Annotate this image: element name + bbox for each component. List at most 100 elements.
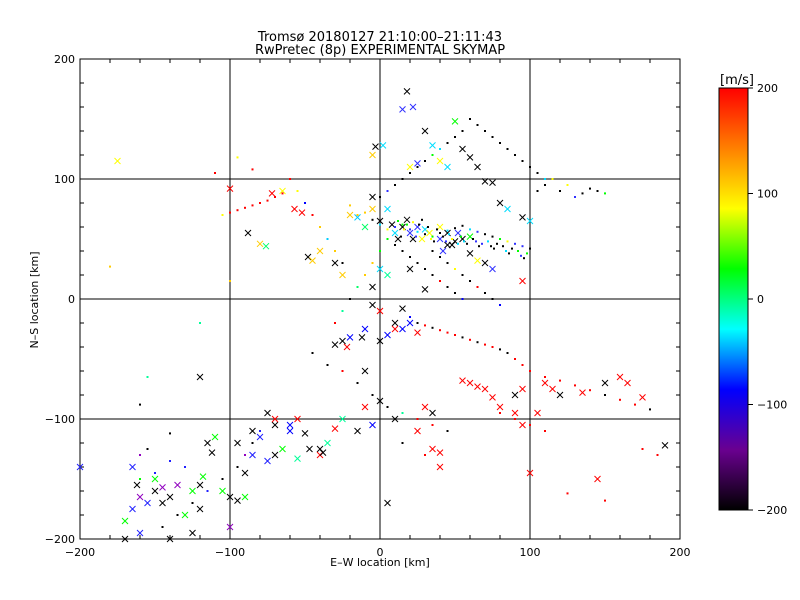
data-point-x xyxy=(436,157,444,165)
data-point-dot xyxy=(154,472,156,474)
data-point-x xyxy=(556,391,564,399)
data-point-x xyxy=(324,439,331,447)
data-point-dot xyxy=(649,408,651,411)
data-point-dot xyxy=(206,490,209,492)
data-point-x xyxy=(444,163,451,171)
data-point-dot xyxy=(244,454,246,456)
data-points xyxy=(76,88,669,543)
data-point-dot xyxy=(401,250,404,252)
data-point-x xyxy=(159,499,166,507)
data-point-x xyxy=(181,511,189,519)
data-point-dot xyxy=(418,223,420,226)
data-point-dot xyxy=(259,202,261,204)
data-point-dot xyxy=(416,262,419,264)
data-point-x xyxy=(496,403,504,411)
data-point-x xyxy=(234,439,241,447)
data-point-x xyxy=(391,415,399,423)
data-point-x xyxy=(466,154,474,161)
data-point-x xyxy=(594,475,601,483)
data-point-x xyxy=(234,497,241,504)
data-point-x xyxy=(226,185,234,192)
data-point-dot xyxy=(521,160,524,162)
data-point-x xyxy=(358,334,366,341)
data-point-x xyxy=(526,469,534,477)
data-point-x xyxy=(121,517,129,525)
data-point-x xyxy=(133,481,141,489)
data-point-x xyxy=(429,445,436,453)
x-tick-label: −200 xyxy=(65,546,95,559)
data-point-dot xyxy=(461,274,464,276)
data-point-dot xyxy=(406,223,408,226)
data-point-dot xyxy=(446,229,449,232)
data-point-dot xyxy=(544,376,546,378)
data-point-x xyxy=(339,271,346,279)
data-point-x xyxy=(249,451,256,459)
data-point-dot xyxy=(439,148,441,150)
data-point-dot xyxy=(499,348,501,351)
data-point-dot xyxy=(415,235,417,238)
data-point-x xyxy=(331,425,339,432)
data-point-dot xyxy=(469,280,471,282)
data-point-dot xyxy=(427,226,429,228)
data-point-x xyxy=(459,145,466,153)
data-point-x xyxy=(639,394,646,401)
data-point-dot xyxy=(424,454,426,456)
y-tick-label: 100 xyxy=(54,173,75,186)
data-point-dot xyxy=(446,262,449,264)
x-tick-label: 200 xyxy=(670,546,691,559)
data-point-dot xyxy=(451,238,453,240)
data-point-x xyxy=(376,217,384,225)
data-point-dot xyxy=(604,192,606,195)
data-point-dot xyxy=(394,184,396,186)
data-point-dot xyxy=(566,492,569,495)
data-point-x xyxy=(291,205,298,213)
data-point-dot xyxy=(251,442,254,444)
data-point-dot xyxy=(484,343,486,346)
data-point-x xyxy=(256,240,264,248)
data-point-x xyxy=(249,427,256,435)
data-point-dot xyxy=(184,466,186,468)
data-point-dot xyxy=(229,280,231,282)
data-point-x xyxy=(661,442,669,449)
data-point-x xyxy=(166,493,174,501)
data-point-x xyxy=(121,535,129,543)
data-point-x xyxy=(369,301,376,309)
data-point-dot xyxy=(146,448,149,450)
data-point-dot xyxy=(311,352,314,354)
data-point-dot xyxy=(596,190,599,192)
data-point-dot xyxy=(460,235,462,238)
data-point-x xyxy=(409,103,417,111)
data-point-x xyxy=(429,142,436,149)
x-tick-label: 100 xyxy=(520,546,541,559)
data-point-x xyxy=(421,127,429,135)
data-point-x xyxy=(406,229,414,237)
data-point-dot xyxy=(416,230,419,233)
data-point-x xyxy=(489,179,496,186)
data-point-dot xyxy=(454,292,456,294)
y-tick-label: −200 xyxy=(45,533,75,546)
data-point-dot xyxy=(146,376,149,378)
data-point-x xyxy=(76,463,84,471)
data-point-dot xyxy=(379,223,381,226)
data-point-dot xyxy=(214,172,216,174)
data-point-x xyxy=(309,257,316,264)
data-point-dot xyxy=(236,466,239,468)
data-point-x xyxy=(384,205,391,213)
data-point-x xyxy=(511,391,519,399)
data-point-dot xyxy=(523,257,525,260)
data-point-x xyxy=(189,529,196,537)
data-point-dot xyxy=(481,242,483,245)
data-point-dot xyxy=(439,256,441,258)
data-point-x xyxy=(301,430,309,437)
y-tick-label: 200 xyxy=(54,53,75,66)
data-point-dot xyxy=(439,280,441,282)
data-point-dot xyxy=(244,206,246,209)
data-point-x xyxy=(489,265,496,273)
data-point-x xyxy=(439,247,447,255)
data-point-dot xyxy=(502,245,504,248)
data-point-dot xyxy=(529,247,531,250)
data-point-x xyxy=(196,481,204,489)
data-point-x xyxy=(504,205,511,213)
data-point-dot xyxy=(236,209,239,212)
data-point-dot xyxy=(506,240,509,243)
